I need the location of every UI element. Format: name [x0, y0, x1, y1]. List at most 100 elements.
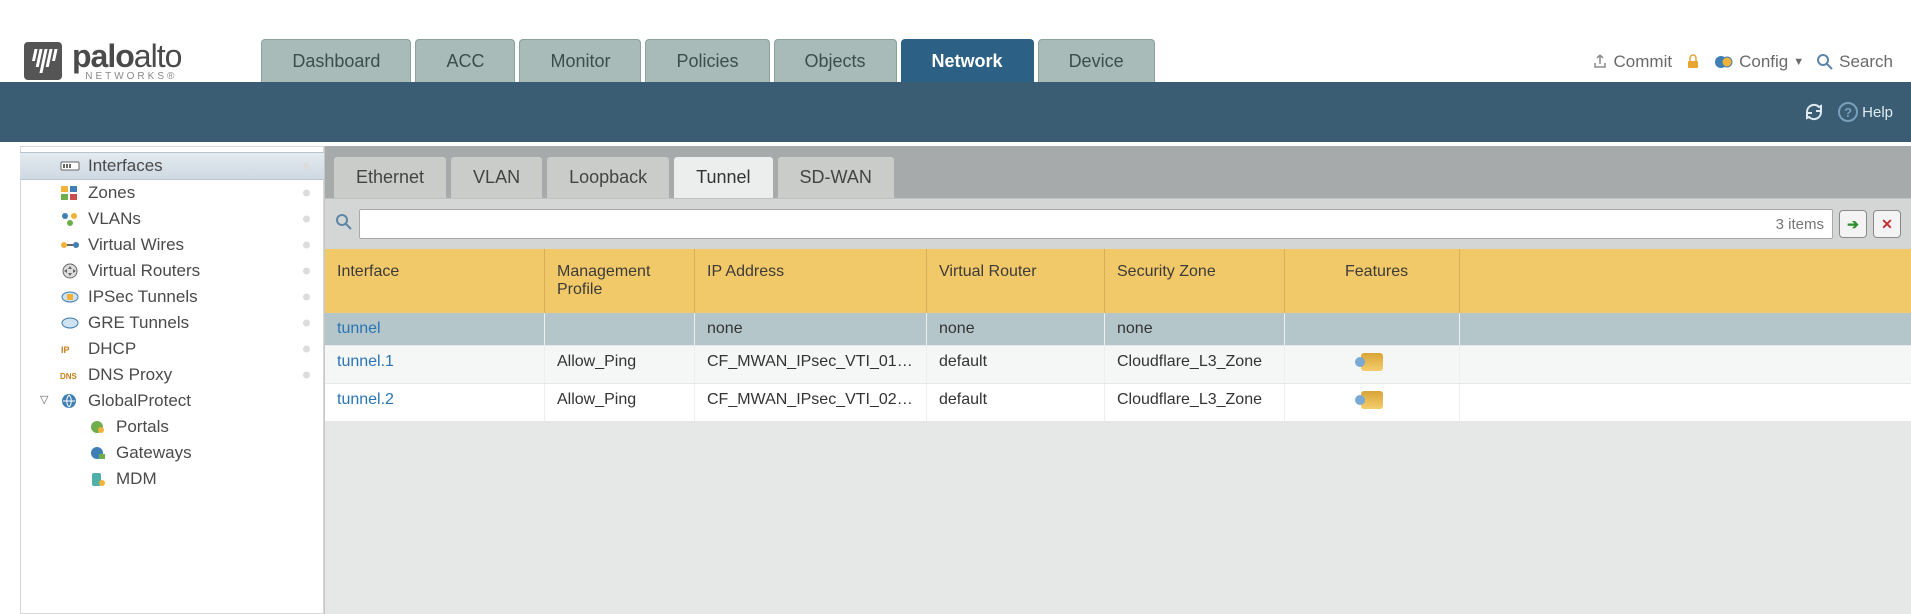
lock-icon[interactable] [1684, 53, 1702, 71]
search-icon [1816, 53, 1834, 71]
cell: default [927, 384, 1105, 421]
ipsec-icon [60, 288, 80, 306]
cell [545, 313, 695, 345]
cell [1285, 346, 1460, 383]
dhcp-icon: IP [60, 340, 80, 358]
logo-text: paloalto [72, 40, 181, 72]
sidebar-item-label: Interfaces [88, 156, 163, 176]
cell: Cloudflare_L3_Zone [1105, 384, 1285, 421]
sidebar-item-label: Portals [116, 417, 169, 437]
subtab-ethernet[interactable]: Ethernet [333, 156, 447, 198]
col-ip-address[interactable]: IP Address [695, 249, 927, 313]
dns-icon: DNS [60, 366, 80, 384]
subtab-vlan[interactable]: VLAN [450, 156, 543, 198]
vlans-icon [60, 210, 80, 228]
sidebar-item-gateways[interactable]: Gateways [20, 440, 324, 466]
sidebar-item-label: IPSec Tunnels [88, 287, 198, 307]
sidebar: Interfaces Zones VLANs Virtual WiresVirtual… [20, 146, 325, 614]
sidebar-item-label: DHCP [88, 339, 136, 359]
sidebar-item-portals[interactable]: Portals [20, 414, 324, 440]
sidebar-item-zones[interactable]: Zones [20, 180, 324, 206]
cell [1285, 313, 1460, 345]
gp-icon [60, 392, 80, 410]
filter-search-icon[interactable] [335, 213, 353, 236]
col-mgmt-profile[interactable]: Management Profile [545, 249, 695, 313]
chevron-down-icon: ▼ [1793, 56, 1804, 68]
cell: CF_MWAN_IPsec_VTI_01_... [695, 346, 927, 383]
grid-header: Interface Management Profile IP Address … [325, 249, 1911, 313]
grid-toolbar: ➔ ✕ [325, 198, 1911, 249]
cell: Allow_Ping [545, 384, 695, 421]
cell: Allow_Ping [545, 346, 695, 383]
main-tabs: DashboardACCMonitorPoliciesObjectsNetwor… [261, 39, 1154, 82]
tab-policies[interactable]: Policies [645, 39, 769, 82]
cell: none [927, 313, 1105, 345]
top-bar: paloalto NETWORKS® DashboardACCMonitorPo… [0, 0, 1911, 82]
config-button[interactable]: Config ▼ [1714, 52, 1804, 72]
commit-label: Commit [1614, 52, 1673, 72]
sidebar-item-virtual-routers[interactable]: Virtual Routers [20, 258, 324, 284]
tab-objects[interactable]: Objects [774, 39, 897, 82]
action-strip: ? Help [0, 82, 1911, 142]
help-icon: ? [1838, 102, 1858, 122]
col-security-zone[interactable]: Security Zone [1105, 249, 1285, 313]
search-label: Search [1839, 52, 1893, 72]
tab-monitor[interactable]: Monitor [519, 39, 641, 82]
subtab-tunnel[interactable]: Tunnel [673, 156, 773, 198]
tab-acc[interactable]: ACC [415, 39, 515, 82]
sidebar-item-label: GRE Tunnels [88, 313, 189, 333]
content: EthernetVLANLoopbackTunnelSD-WAN ➔ ✕ Int… [325, 146, 1911, 614]
config-icon [1714, 53, 1734, 71]
logo-subtitle: NETWORKS® [72, 72, 181, 82]
table-row[interactable]: tunnel.2Allow_PingCF_MWAN_IPsec_VTI_02_.… [325, 384, 1911, 422]
cell[interactable]: tunnel.1 [325, 346, 545, 383]
mdm-icon [88, 470, 108, 488]
top-actions: Commit Config ▼ Search [1591, 52, 1911, 82]
apply-filter-button[interactable]: ➔ [1839, 210, 1867, 238]
sidebar-item-dns-proxy[interactable]: DNS DNS Proxy [20, 362, 324, 388]
sidebar-item-ipsec-tunnels[interactable]: IPSec Tunnels [20, 284, 324, 310]
cell[interactable]: tunnel [325, 313, 545, 345]
search-button[interactable]: Search [1816, 52, 1893, 72]
col-interface[interactable]: Interface [325, 249, 545, 313]
sidebar-item-dhcp[interactable]: IP DHCP [20, 336, 324, 362]
cell [1285, 384, 1460, 421]
table-row[interactable]: tunnel.1Allow_PingCF_MWAN_IPsec_VTI_01_.… [325, 346, 1911, 384]
tree-toggle-icon[interactable]: ▽ [40, 393, 48, 406]
help-label: Help [1862, 104, 1893, 121]
tab-dashboard[interactable]: Dashboard [261, 39, 411, 82]
help-button[interactable]: ? Help [1838, 102, 1893, 122]
sidebar-item-label: Zones [88, 183, 135, 203]
vrouter-icon [60, 262, 80, 280]
col-features[interactable]: Features [1285, 249, 1460, 313]
table-row[interactable]: tunnelnonenonenone [325, 313, 1911, 346]
sidebar-item-vlans[interactable]: VLANs [20, 206, 324, 232]
sidebar-item-gre-tunnels[interactable]: GRE Tunnels [20, 310, 324, 336]
sidebar-item-globalprotect[interactable]: ▽GlobalProtect [20, 388, 324, 414]
gre-icon [60, 314, 80, 332]
sidebar-item-mdm[interactable]: MDM [20, 466, 324, 492]
subtab-loopback[interactable]: Loopback [546, 156, 670, 198]
commit-icon [1591, 53, 1609, 71]
tab-network[interactable]: Network [901, 39, 1034, 82]
sidebar-item-virtual-wires[interactable]: Virtual Wires [20, 232, 324, 258]
col-virtual-router[interactable]: Virtual Router [927, 249, 1105, 313]
commit-button[interactable]: Commit [1591, 52, 1673, 72]
sidebar-item-label: VLANs [88, 209, 141, 229]
subtab-sd-wan[interactable]: SD-WAN [777, 156, 895, 198]
sidebar-item-label: MDM [116, 469, 157, 489]
sidebar-item-label: DNS Proxy [88, 365, 172, 385]
sidebar-item-label: Gateways [116, 443, 192, 463]
cell: Cloudflare_L3_Zone [1105, 346, 1285, 383]
clear-filter-button[interactable]: ✕ [1873, 210, 1901, 238]
feature-lock-icon [1361, 391, 1383, 409]
zones-icon [60, 184, 80, 202]
cell: none [695, 313, 927, 345]
cell: CF_MWAN_IPsec_VTI_02_... [695, 384, 927, 421]
cell[interactable]: tunnel.2 [325, 384, 545, 421]
refresh-icon[interactable] [1804, 102, 1824, 122]
interfaces-grid: Interface Management Profile IP Address … [325, 249, 1911, 422]
sidebar-item-interfaces[interactable]: Interfaces [20, 152, 324, 180]
filter-input[interactable] [359, 209, 1833, 239]
tab-device[interactable]: Device [1038, 39, 1155, 82]
